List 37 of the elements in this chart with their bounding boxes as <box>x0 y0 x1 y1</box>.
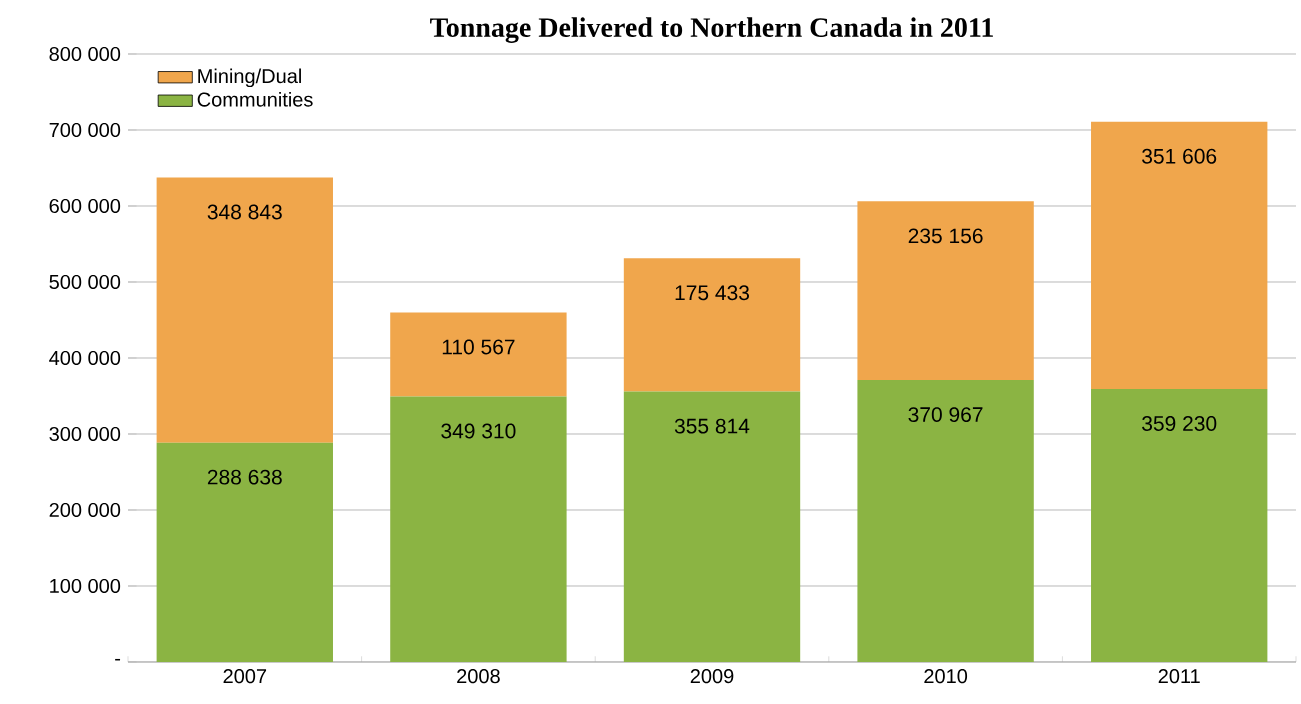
y-tick-label: 400 000 <box>49 350 121 366</box>
y-tick-label: 300 000 <box>49 426 121 442</box>
bar <box>156 442 333 662</box>
y-tick-label: 600 000 <box>49 198 121 214</box>
bar <box>1091 388 1268 662</box>
bar <box>390 396 567 662</box>
y-tick-label: 100 000 <box>50 578 121 594</box>
bar <box>390 312 567 397</box>
bar <box>857 201 1034 381</box>
bar <box>156 177 333 443</box>
data-label: 370 967 <box>908 407 983 422</box>
bar <box>623 391 801 662</box>
data-label: 288 638 <box>207 469 282 485</box>
y-tick-label: 500 000 <box>49 274 121 290</box>
legend-label: Communities <box>197 91 313 107</box>
data-label: 110 567 <box>442 339 515 355</box>
y-tick-label: 700 000 <box>49 122 121 138</box>
data-label: 351 606 <box>1142 148 1217 164</box>
data-label: 359 230 <box>1142 416 1217 431</box>
y-tick-label: 200 000 <box>49 502 121 518</box>
y-tick-label: 800 000 <box>49 46 121 62</box>
x-tick-label: 2007 <box>223 669 267 684</box>
x-tick-label: 2010 <box>924 669 968 684</box>
legend-label: Mining/Dual <box>198 68 301 88</box>
data-label: 175 433 <box>675 285 750 301</box>
data-label: 235 156 <box>908 228 983 244</box>
bar <box>857 380 1034 662</box>
x-tick-label: 2008 <box>457 669 500 684</box>
bar <box>623 258 801 392</box>
data-label: 349 310 <box>441 423 516 439</box>
x-tick-label: 2011 <box>1158 669 1200 684</box>
y-tick-label: - <box>115 658 121 661</box>
data-label: 355 814 <box>674 418 750 434</box>
x-tick-label: 2009 <box>690 669 734 684</box>
data-label: 348 843 <box>207 204 282 220</box>
chart-title: Tonnage Delivered to Northern Canada in 2011 <box>430 17 993 43</box>
bar <box>1091 121 1268 389</box>
